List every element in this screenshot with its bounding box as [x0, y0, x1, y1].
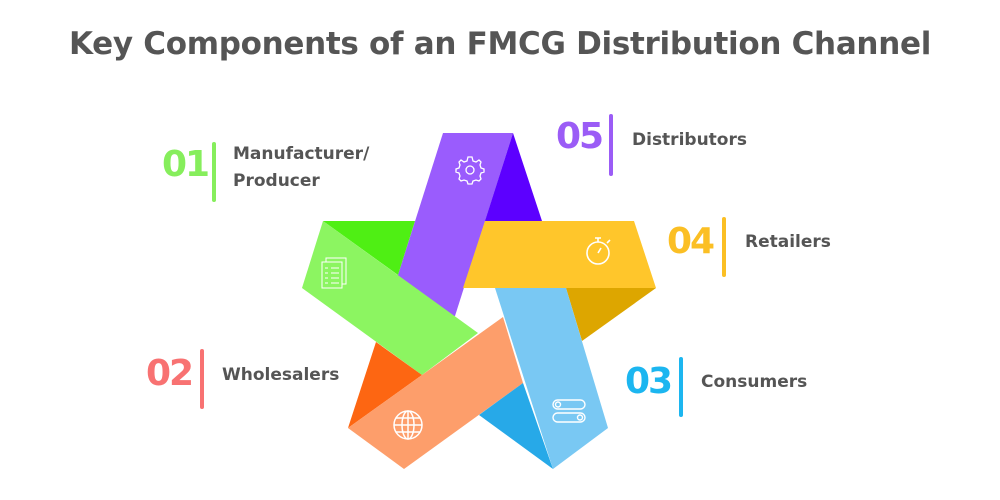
label-distributors: Distributors — [632, 130, 747, 150]
purple-fold — [485, 133, 542, 221]
label-consumers: Consumers — [701, 372, 808, 392]
orange-band — [348, 317, 523, 469]
step-number-04: 04 — [667, 221, 715, 262]
orange-fold — [348, 342, 422, 428]
label-retailers: Retailers — [745, 232, 831, 252]
page-title: Key Components of an FMCG Distribution C… — [68, 26, 932, 62]
step-number-03: 03 — [625, 361, 673, 402]
green-fold — [323, 221, 415, 275]
label-manufacturer: Manufacturer/ Producer — [233, 141, 369, 195]
divider-02 — [200, 349, 204, 409]
label-wholesalers: Wholesalers — [222, 365, 340, 385]
gear-icon — [455, 156, 485, 185]
blue-fold — [479, 383, 553, 469]
label-line-1: Manufacturer/ — [233, 144, 370, 164]
step-number-02: 02 — [146, 353, 194, 394]
toggle-switches-icon — [552, 399, 586, 423]
yellow-fold — [566, 288, 656, 341]
divider-03 — [679, 357, 683, 417]
divider-04 — [722, 217, 726, 277]
checklist-documents-icon — [321, 257, 347, 289]
divider-05 — [609, 114, 613, 176]
blue-band — [495, 288, 608, 469]
globe-icon — [393, 410, 423, 440]
stopwatch-icon — [586, 237, 611, 265]
step-number-01: 01 — [162, 144, 210, 185]
step-number-05: 05 — [556, 116, 604, 157]
divider-01 — [212, 142, 216, 202]
yellow-band — [463, 221, 656, 288]
label-line-2: Producer — [233, 171, 320, 191]
